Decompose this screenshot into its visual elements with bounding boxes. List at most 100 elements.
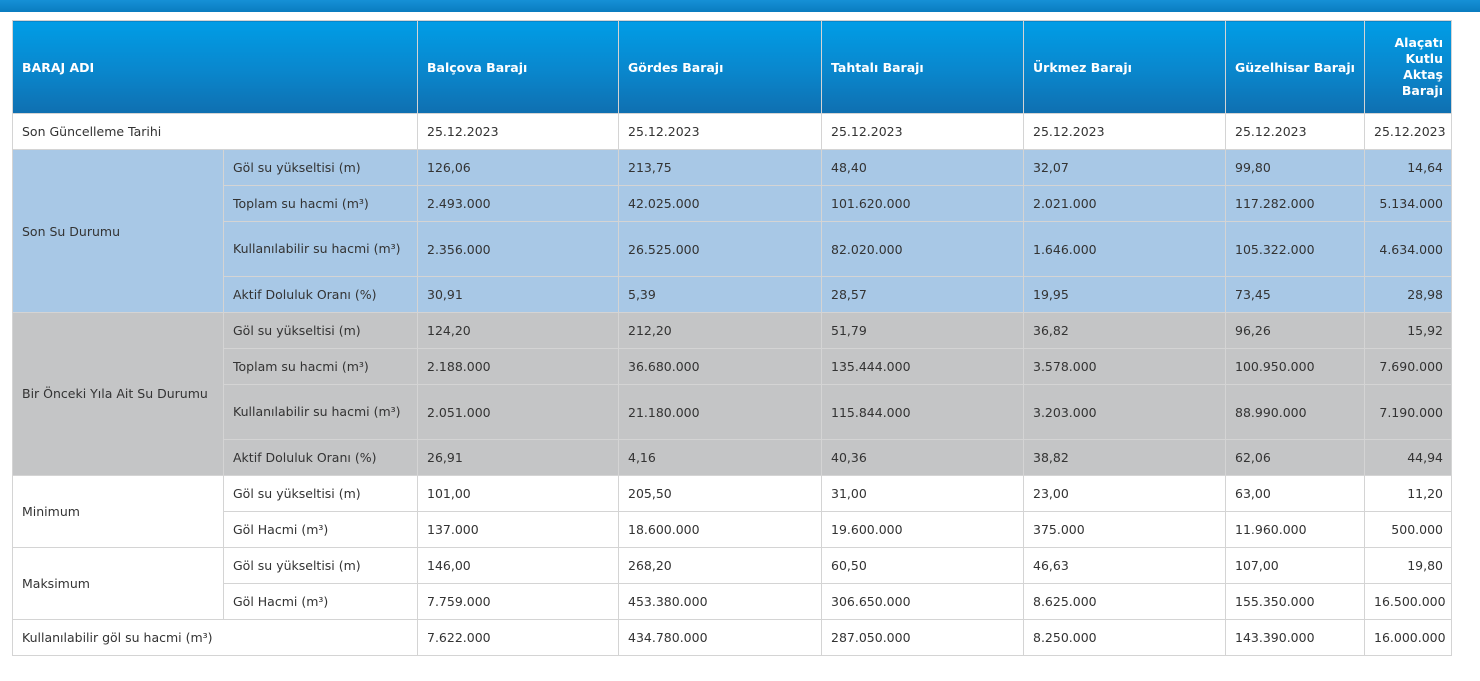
table-cell: 143.390.000 bbox=[1225, 619, 1365, 656]
table-cell: 25.12.2023 bbox=[1364, 113, 1452, 150]
table-cell: 82.020.000 bbox=[821, 221, 1024, 277]
table-row: Toplam su hacmi (m³) 2.188.000 36.680.00… bbox=[13, 348, 1452, 385]
table-cell: 48,40 bbox=[821, 149, 1024, 186]
table-cell: 2.021.000 bbox=[1023, 185, 1226, 222]
table-cell: 44,94 bbox=[1364, 439, 1452, 476]
table-cell: 73,45 bbox=[1225, 276, 1365, 313]
table-cell: 25.12.2023 bbox=[1225, 113, 1365, 150]
table-cell: 32,07 bbox=[1023, 149, 1226, 186]
table-cell: 146,00 bbox=[417, 547, 619, 584]
header-dam-urkmez: Ürkmez Barajı bbox=[1023, 20, 1226, 114]
table-cell: 25.12.2023 bbox=[1023, 113, 1226, 150]
row-label: Kullanılabilir su hacmi (m³) bbox=[223, 221, 418, 277]
table-cell: 42.025.000 bbox=[618, 185, 822, 222]
row-label: Göl su yükseltisi (m) bbox=[223, 475, 418, 512]
table-cell: 287.050.000 bbox=[821, 619, 1024, 656]
header-dam-balcova: Balçova Barajı bbox=[417, 20, 619, 114]
table-cell: 5.134.000 bbox=[1364, 185, 1452, 222]
header-dam-gordes: Gördes Barajı bbox=[618, 20, 822, 114]
table-cell: 4.634.000 bbox=[1364, 221, 1452, 277]
row-label: Toplam su hacmi (m³) bbox=[223, 348, 418, 385]
row-label: Aktif Doluluk Oranı (%) bbox=[223, 439, 418, 476]
table-cell: 115.844.000 bbox=[821, 384, 1024, 440]
table-cell: 28,57 bbox=[821, 276, 1024, 313]
table-cell: 25.12.2023 bbox=[618, 113, 822, 150]
table-cell: 21.180.000 bbox=[618, 384, 822, 440]
table-cell: 2.051.000 bbox=[417, 384, 619, 440]
table-cell: 137.000 bbox=[417, 511, 619, 548]
table-cell: 453.380.000 bbox=[618, 583, 822, 620]
table-cell: 36.680.000 bbox=[618, 348, 822, 385]
table-cell: 96,26 bbox=[1225, 312, 1365, 349]
table-cell: 63,00 bbox=[1225, 475, 1365, 512]
table-cell: 88.990.000 bbox=[1225, 384, 1365, 440]
row-label: Göl su yükseltisi (m) bbox=[223, 149, 418, 186]
dam-status-table: BARAJ ADI Balçova Barajı Gördes Barajı T… bbox=[12, 20, 1452, 656]
table-row: Göl Hacmi (m³) 7.759.000 453.380.000 306… bbox=[13, 583, 1452, 620]
table-cell: 19.600.000 bbox=[821, 511, 1024, 548]
table-cell: 4,16 bbox=[618, 439, 822, 476]
table-cell: 101.620.000 bbox=[821, 185, 1024, 222]
table-cell: 15,92 bbox=[1364, 312, 1452, 349]
table-cell: 2.356.000 bbox=[417, 221, 619, 277]
row-label: Son Güncelleme Tarihi bbox=[12, 113, 418, 150]
table-cell: 23,00 bbox=[1023, 475, 1226, 512]
table-row: Göl Hacmi (m³) 137.000 18.600.000 19.600… bbox=[13, 511, 1452, 548]
row-label: Göl su yükseltisi (m) bbox=[223, 547, 418, 584]
row-label: Aktif Doluluk Oranı (%) bbox=[223, 276, 418, 313]
header-baraj-adi: BARAJ ADI bbox=[12, 20, 418, 114]
table-cell: 7.190.000 bbox=[1364, 384, 1452, 440]
row-label: Toplam su hacmi (m³) bbox=[223, 185, 418, 222]
table-cell: 2.188.000 bbox=[417, 348, 619, 385]
table-cell: 107,00 bbox=[1225, 547, 1365, 584]
table-cell: 60,50 bbox=[821, 547, 1024, 584]
header-dam-guzelhisar: Güzelhisar Barajı bbox=[1225, 20, 1365, 114]
table-cell: 101,00 bbox=[417, 475, 619, 512]
table-row: Kullanılabilir su hacmi (m³) 2.356.000 2… bbox=[13, 221, 1452, 277]
table-row: Toplam su hacmi (m³) 2.493.000 42.025.00… bbox=[13, 185, 1452, 222]
table-cell: 205,50 bbox=[618, 475, 822, 512]
table-cell: 100.950.000 bbox=[1225, 348, 1365, 385]
table-cell: 3.203.000 bbox=[1023, 384, 1226, 440]
table-row-last-update: Son Güncelleme Tarihi 25.12.2023 25.12.2… bbox=[12, 113, 1452, 150]
header-dam-tahtali: Tahtalı Barajı bbox=[821, 20, 1024, 114]
header-dam-alacati: Alaçatı Kutlu Aktaş Barajı bbox=[1364, 20, 1452, 114]
table-row: Maksimum Göl su yükseltisi (m) 146,00 26… bbox=[12, 547, 1452, 620]
group-label-previous: Bir Önceki Yıla Ait Su Durumu bbox=[12, 312, 224, 476]
table-cell: 30,91 bbox=[417, 276, 619, 313]
table-row: Bir Önceki Yıla Ait Su Durumu Göl su yük… bbox=[12, 312, 1452, 476]
group-label-current: Son Su Durumu bbox=[12, 149, 224, 313]
group-label-minimum: Minimum bbox=[12, 475, 224, 548]
table-cell: 213,75 bbox=[618, 149, 822, 186]
table-cell: 2.493.000 bbox=[417, 185, 619, 222]
table-cell: 14,64 bbox=[1364, 149, 1452, 186]
table-cell: 40,36 bbox=[821, 439, 1024, 476]
row-label: Göl Hacmi (m³) bbox=[223, 583, 418, 620]
table-row: Aktif Doluluk Oranı (%) 30,91 5,39 28,57… bbox=[13, 276, 1452, 313]
table-cell: 26,91 bbox=[417, 439, 619, 476]
table-cell: 5,39 bbox=[618, 276, 822, 313]
table-cell: 18.600.000 bbox=[618, 511, 822, 548]
table-cell: 51,79 bbox=[821, 312, 1024, 349]
table-cell: 16.000.000 bbox=[1364, 619, 1452, 656]
table-cell: 135.444.000 bbox=[821, 348, 1024, 385]
table-cell: 8.625.000 bbox=[1023, 583, 1226, 620]
table-cell: 19,80 bbox=[1364, 547, 1452, 584]
table-cell: 7.690.000 bbox=[1364, 348, 1452, 385]
table-cell: 62,06 bbox=[1225, 439, 1365, 476]
table-header-row: BARAJ ADI Balçova Barajı Gördes Barajı T… bbox=[12, 20, 1452, 114]
table-cell: 36,82 bbox=[1023, 312, 1226, 349]
table-row-usable-volume: Kullanılabilir göl su hacmi (m³) 7.622.0… bbox=[12, 619, 1452, 656]
table-cell: 99,80 bbox=[1225, 149, 1365, 186]
table-cell: 117.282.000 bbox=[1225, 185, 1365, 222]
table-cell: 16.500.000 bbox=[1364, 583, 1452, 620]
table-cell: 105.322.000 bbox=[1225, 221, 1365, 277]
table-cell: 306.650.000 bbox=[821, 583, 1024, 620]
table-row: Aktif Doluluk Oranı (%) 26,91 4,16 40,36… bbox=[13, 439, 1452, 476]
table-cell: 25.12.2023 bbox=[821, 113, 1024, 150]
row-label: Göl su yükseltisi (m) bbox=[223, 312, 418, 349]
table-cell: 8.250.000 bbox=[1023, 619, 1226, 656]
table-cell: 212,20 bbox=[618, 312, 822, 349]
table-cell: 38,82 bbox=[1023, 439, 1226, 476]
table-cell: 375.000 bbox=[1023, 511, 1226, 548]
